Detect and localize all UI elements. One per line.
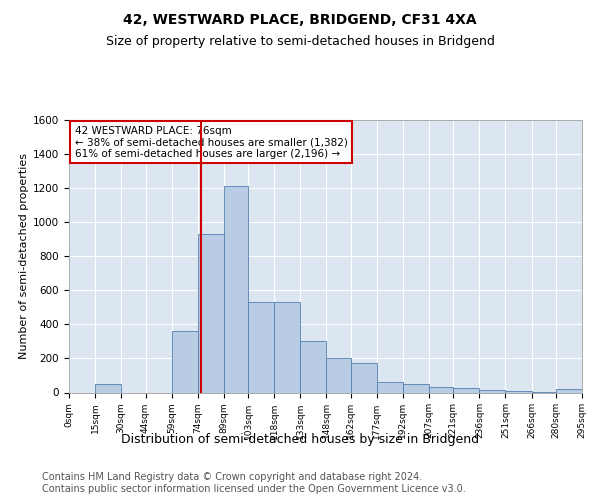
Text: Contains HM Land Registry data © Crown copyright and database right 2024.
Contai: Contains HM Land Registry data © Crown c…: [42, 472, 466, 494]
Bar: [556, 389, 582, 392]
Text: 42, WESTWARD PLACE, BRIDGEND, CF31 4XA: 42, WESTWARD PLACE, BRIDGEND, CF31 4XA: [123, 12, 477, 26]
Bar: [351, 362, 377, 392]
Bar: [403, 384, 429, 392]
Bar: [95, 384, 121, 392]
Bar: [197, 234, 224, 392]
Bar: [274, 302, 300, 392]
Text: Size of property relative to semi-detached houses in Bridgend: Size of property relative to semi-detach…: [106, 35, 494, 48]
Bar: [224, 186, 248, 392]
Text: 42 WESTWARD PLACE: 76sqm
← 38% of semi-detached houses are smaller (1,382)
61% o: 42 WESTWARD PLACE: 76sqm ← 38% of semi-d…: [74, 126, 347, 159]
Y-axis label: Number of semi-detached properties: Number of semi-detached properties: [19, 153, 29, 359]
Bar: [429, 386, 454, 392]
Text: Distribution of semi-detached houses by size in Bridgend: Distribution of semi-detached houses by …: [121, 432, 479, 446]
Bar: [454, 388, 479, 392]
Bar: [326, 358, 351, 392]
Bar: [300, 340, 326, 392]
Bar: [248, 302, 274, 392]
Bar: [479, 390, 505, 392]
Bar: [505, 391, 532, 392]
Bar: [377, 382, 403, 392]
Bar: [172, 331, 197, 392]
